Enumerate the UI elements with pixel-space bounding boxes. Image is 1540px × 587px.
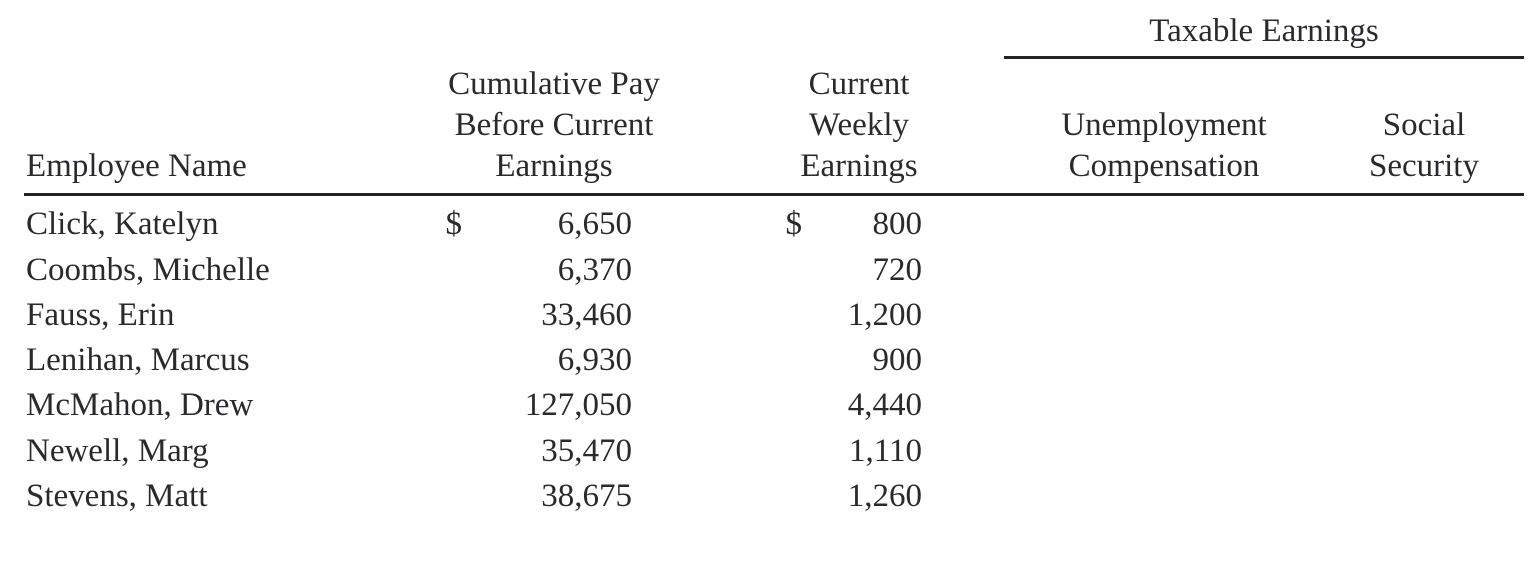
cell-unemployment xyxy=(1004,383,1324,428)
table-row: McMahon, Drew127,0504,440 xyxy=(24,383,1524,428)
cell-unemployment xyxy=(1004,293,1324,338)
table-row: Lenihan, Marcus6,930900 xyxy=(24,338,1524,383)
cell-social-security xyxy=(1324,195,1524,248)
cell-employee-name: Fauss, Erin xyxy=(24,293,394,338)
cell-social-security xyxy=(1324,248,1524,293)
table-row: Stevens, Matt38,6751,260 xyxy=(24,474,1524,519)
cell-cumulative: $6,650 xyxy=(394,195,714,248)
table-body: Click, Katelyn$6,650$800Coombs, Michelle… xyxy=(24,195,1524,519)
spanner-row: Taxable Earnings xyxy=(24,6,1524,58)
cell-unemployment xyxy=(1004,338,1324,383)
cell-unemployment xyxy=(1004,429,1324,474)
cell-unemployment xyxy=(1004,474,1324,519)
table-row: Fauss, Erin33,4601,200 xyxy=(24,293,1524,338)
table-frame: Taxable Earnings Employee Name Cumulativ… xyxy=(0,0,1540,519)
table-row: Newell, Marg35,4701,110 xyxy=(24,429,1524,474)
cell-weekly: $800 xyxy=(714,195,1004,248)
col-header-social-security: SocialSecurity xyxy=(1324,58,1524,195)
cell-cumulative: 127,050 xyxy=(394,383,714,428)
col-header-employee-name: Employee Name xyxy=(24,58,394,195)
dollar-sign-icon: $ xyxy=(434,204,462,245)
cell-weekly: 1,110 xyxy=(714,429,1004,474)
cell-weekly: 900 xyxy=(714,338,1004,383)
cell-employee-name: Click, Katelyn xyxy=(24,195,394,248)
header-row: Employee Name Cumulative PayBefore Curre… xyxy=(24,58,1524,195)
spanner-taxable-earnings: Taxable Earnings xyxy=(1004,6,1524,58)
earnings-table: Taxable Earnings Employee Name Cumulativ… xyxy=(24,6,1524,519)
cell-social-security xyxy=(1324,338,1524,383)
cell-employee-name: McMahon, Drew xyxy=(24,383,394,428)
table-row: Coombs, Michelle6,370720 xyxy=(24,248,1524,293)
col-header-unemployment: UnemploymentCompensation xyxy=(1004,58,1324,195)
col-header-cumulative: Cumulative PayBefore CurrentEarnings xyxy=(394,58,714,195)
cell-cumulative: 35,470 xyxy=(394,429,714,474)
dollar-sign-icon: $ xyxy=(774,204,802,245)
cell-social-security xyxy=(1324,429,1524,474)
cell-cumulative: 6,930 xyxy=(394,338,714,383)
cell-employee-name: Lenihan, Marcus xyxy=(24,338,394,383)
cell-unemployment xyxy=(1004,195,1324,248)
cell-unemployment xyxy=(1004,248,1324,293)
cell-employee-name: Newell, Marg xyxy=(24,429,394,474)
col-header-weekly: CurrentWeeklyEarnings xyxy=(714,58,1004,195)
cell-weekly: 720 xyxy=(714,248,1004,293)
cell-social-security xyxy=(1324,474,1524,519)
table-row: Click, Katelyn$6,650$800 xyxy=(24,195,1524,248)
cell-weekly: 1,200 xyxy=(714,293,1004,338)
cell-employee-name: Coombs, Michelle xyxy=(24,248,394,293)
cell-social-security xyxy=(1324,383,1524,428)
cell-employee-name: Stevens, Matt xyxy=(24,474,394,519)
cell-cumulative: 38,675 xyxy=(394,474,714,519)
cell-cumulative: 33,460 xyxy=(394,293,714,338)
cell-weekly: 4,440 xyxy=(714,383,1004,428)
cell-cumulative: 6,370 xyxy=(394,248,714,293)
cell-weekly: 1,260 xyxy=(714,474,1004,519)
cell-social-security xyxy=(1324,293,1524,338)
